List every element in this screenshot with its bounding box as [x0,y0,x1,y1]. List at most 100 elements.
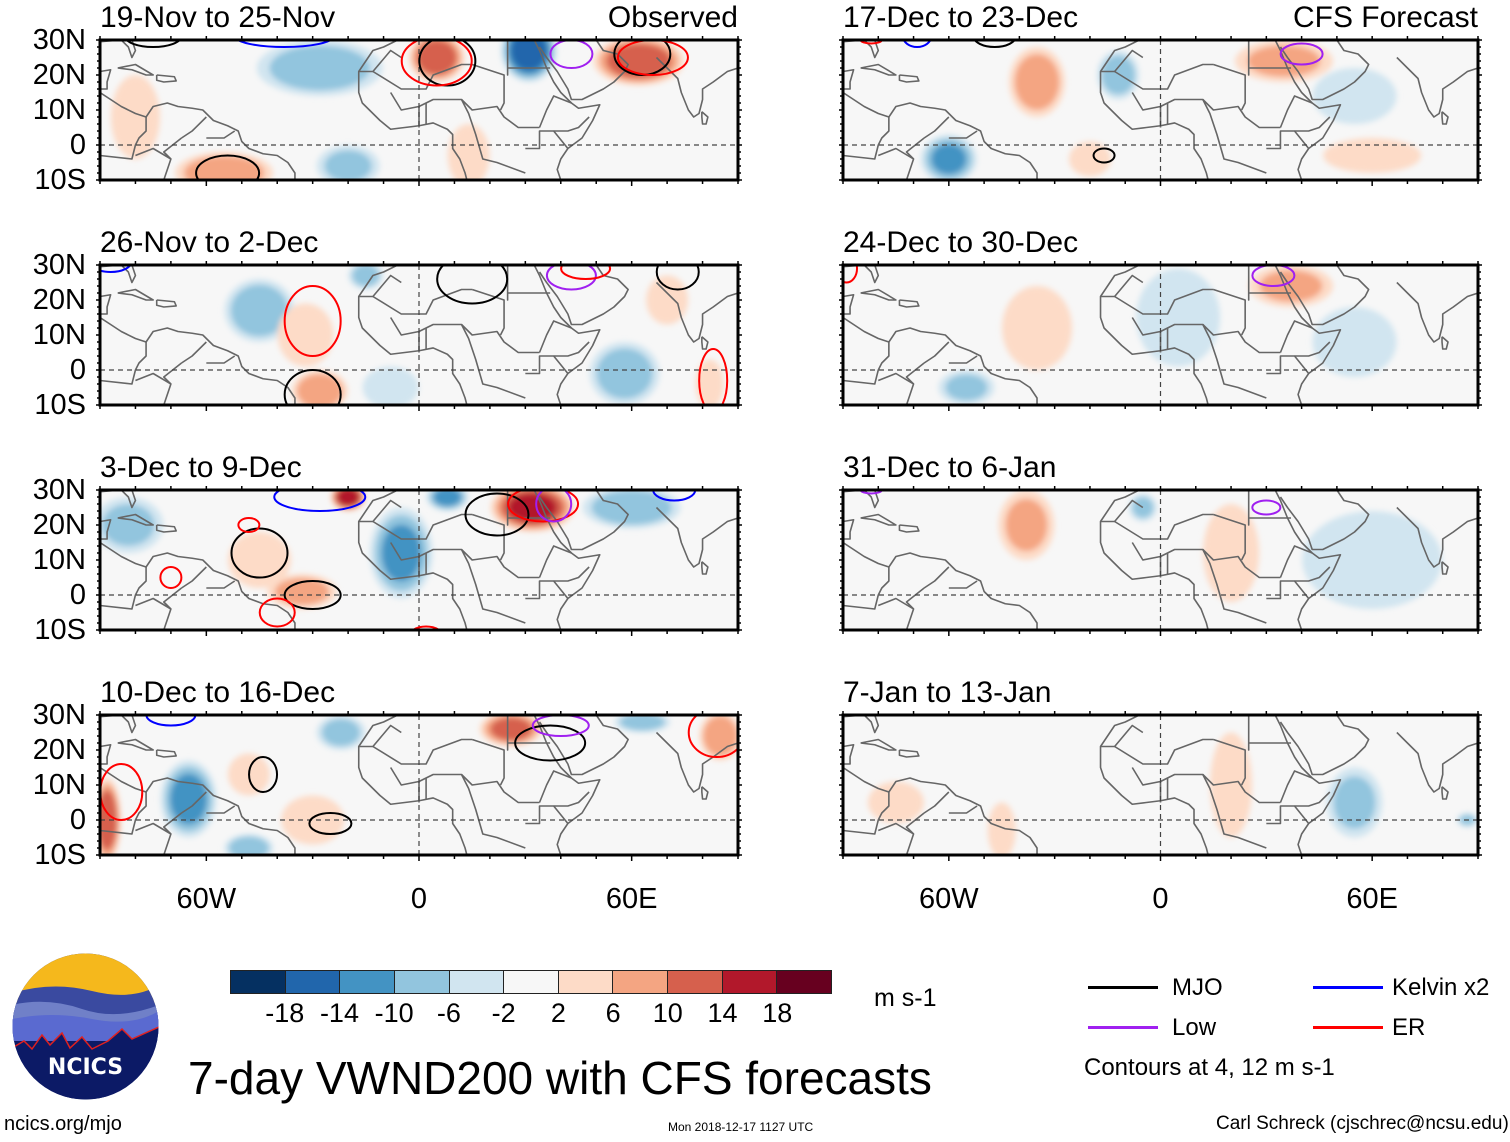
coastline [843,342,890,385]
contour-er [698,348,729,405]
y-tick-label: 30N [32,474,86,506]
coastline [538,95,572,128]
colorbar-label: -18 [265,998,305,1028]
coastline [843,792,890,835]
x-tick-label: 0 [1152,883,1169,915]
coastline [1279,715,1370,776]
panel-title: 24-Dec to 30-Dec [843,226,1079,259]
anomaly-shade [269,45,371,91]
y-tick-label: 20N [32,284,86,316]
colorbar-label: 10 [652,998,683,1028]
coastline [100,117,147,160]
contour-mjo [973,40,1016,48]
coastline [155,524,178,533]
coastline [533,715,601,855]
coastline [358,274,402,298]
coastline [471,513,505,561]
contour-mjo [655,265,700,291]
anomaly-shade [945,374,988,401]
colorbar-units: m s-1 [874,984,937,1012]
coastline [1441,786,1449,800]
coastline [100,342,147,385]
anomaly-shade [322,718,360,747]
coastline [1274,265,1342,405]
colorbar-swatch [449,971,505,993]
contour-low [1251,265,1296,287]
coastline [538,770,572,803]
coastline [553,116,590,132]
map-panel-p6 [839,261,1482,411]
coastline [206,355,236,364]
coastline [843,91,1038,180]
legend-line-er [1313,1026,1383,1029]
coastline [372,288,473,315]
anomaly-shade [110,75,160,159]
coastline [843,766,1038,855]
coastline [206,805,236,814]
y-tick-label: 10S [34,164,86,196]
coastline [1294,566,1331,582]
coastline [538,320,572,353]
anomaly-shade [416,40,457,75]
contour-er [400,40,473,87]
coastline [843,567,890,610]
coastline [357,490,468,630]
anomaly-shade [1132,497,1154,518]
coastline [1279,490,1370,551]
contour-mjo [1092,147,1116,164]
contour-kelvin [100,265,132,273]
coastline [553,341,590,357]
y-tick-label: 10N [32,319,86,351]
coastline [553,566,590,582]
map-panel-p5 [839,36,1482,186]
coastline [533,265,601,405]
coastline [117,288,154,301]
colorbar-label: -14 [319,998,359,1028]
coastline [525,355,569,375]
y-tick-label: 10S [34,614,86,646]
coastline [1100,274,1144,298]
anomaly-shade [274,577,330,606]
y-tick-label: 30N [32,699,86,731]
coastline [100,518,112,540]
anomaly-shade [1014,54,1060,110]
anomaly-shade [352,265,380,287]
coastline [1266,130,1310,150]
contour-kelvin [273,490,367,512]
anomaly-shade [703,715,738,757]
y-tick-label: 0 [69,354,86,386]
colorbar-swatch [722,971,778,993]
website-link[interactable]: ncics.org/mjo [4,1113,122,1135]
coastline [358,499,402,523]
colorbar-label: -2 [491,998,516,1028]
coastline [117,63,154,76]
coastline [181,566,207,589]
anomaly-shade [1068,141,1111,177]
panel-title: 19-Nov to 25-Nov [100,1,336,34]
coastline [460,324,526,399]
anomaly-shade [296,373,343,405]
coastline [471,738,505,786]
colorbar-swatch [777,971,832,993]
y-tick-label: 0 [69,579,86,611]
coastline [135,147,172,160]
coastline [1202,549,1267,624]
contour-mjo [418,40,477,87]
coastline [1266,805,1310,825]
anomaly-shade [100,790,117,850]
contour-low [1251,499,1282,516]
coastline [1100,724,1144,748]
coastline [860,738,897,751]
coastline [843,68,855,90]
coastline [1213,513,1246,561]
x-tick-label: 60W [919,883,979,915]
colorbar-swatch [668,971,723,993]
y-tick-label: 10N [32,544,86,576]
coastline [100,316,296,405]
legend-label-er: ER [1392,1014,1426,1041]
contour-mjo [283,369,342,405]
anomaly-shade [619,715,665,731]
coastline [948,580,978,589]
coastline [460,549,526,624]
coastline [898,524,920,533]
